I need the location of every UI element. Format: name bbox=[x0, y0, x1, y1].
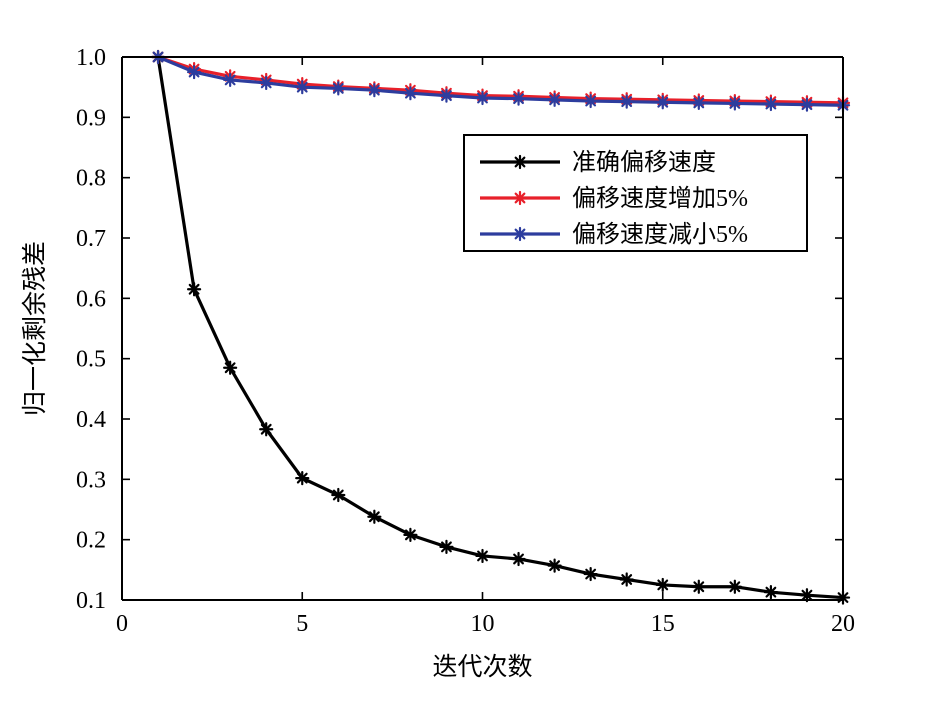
y-tick-label-0-8: 0.8 bbox=[76, 166, 106, 192]
x-axis-label: 迭代次数 bbox=[432, 653, 532, 681]
series-3-point-3 bbox=[223, 72, 238, 88]
series-1-point-4 bbox=[259, 422, 274, 437]
series-3-point-10 bbox=[475, 90, 490, 106]
legend-marker-1 bbox=[512, 154, 528, 170]
series-1-point-2 bbox=[187, 282, 202, 297]
series-3-point-4 bbox=[259, 75, 274, 91]
legend-item-3: 偏移速度减小5% bbox=[480, 221, 748, 248]
x-tick-label-15: 15 bbox=[651, 611, 675, 637]
legend-marker-3 bbox=[512, 226, 528, 242]
series-1-point-5 bbox=[295, 471, 310, 486]
series-1-point-8 bbox=[403, 527, 418, 542]
legend-label-1: 准确偏移速度 bbox=[572, 149, 716, 176]
series-3-point-11 bbox=[511, 91, 526, 106]
y-tick-label-0-4: 0.4 bbox=[76, 407, 106, 433]
series-3-point-17 bbox=[727, 96, 742, 111]
series-3-point-9 bbox=[439, 88, 454, 103]
y-tick-label-0-3: 0.3 bbox=[76, 467, 106, 493]
y-tick-label-0-5: 0.5 bbox=[76, 347, 106, 373]
legend-item-2: 偏移速度增加5% bbox=[480, 185, 748, 212]
legend-label-2: 偏移速度增加5% bbox=[572, 185, 748, 212]
y-tick-label-0-7: 0.7 bbox=[76, 226, 106, 252]
series-3-point-13 bbox=[583, 93, 598, 109]
y-tick-label-1-0: 1.0 bbox=[76, 45, 106, 71]
series-3-point-12 bbox=[547, 92, 562, 107]
legend-item-1: 准确偏移速度 bbox=[480, 149, 716, 176]
x-tick-label-5: 5 bbox=[296, 611, 308, 637]
x-tick-label-10: 10 bbox=[471, 611, 495, 637]
x-ticks: 0 5 10 15 20 bbox=[116, 57, 855, 637]
y-axis-label: 归一化剩余残差 bbox=[21, 241, 49, 416]
y-tick-label-0-1: 0.1 bbox=[76, 588, 106, 614]
series-3-point-15 bbox=[655, 95, 670, 110]
series-1-point-17 bbox=[727, 579, 742, 594]
series-1-point-10 bbox=[475, 548, 490, 564]
series-3-point-5 bbox=[295, 80, 310, 95]
series-3-point-8 bbox=[403, 86, 418, 101]
series-3-point-7 bbox=[367, 83, 382, 98]
series-3-point-14 bbox=[619, 94, 634, 109]
series-3-point-18 bbox=[763, 96, 779, 112]
y-tick-label-0-9: 0.9 bbox=[76, 105, 106, 131]
series-3-point-19 bbox=[799, 97, 815, 112]
series-1-point-11 bbox=[511, 551, 526, 567]
legend-label-3: 偏移速度减小5% bbox=[572, 221, 748, 248]
series-1-point-16 bbox=[691, 579, 706, 594]
series-1-point-18 bbox=[763, 585, 779, 600]
series-3 bbox=[150, 49, 851, 113]
y-tick-label-0-6: 0.6 bbox=[76, 286, 106, 312]
series-1-point-14 bbox=[619, 572, 634, 587]
series-3-point-16 bbox=[691, 95, 706, 110]
series-1-point-13 bbox=[583, 566, 598, 582]
x-tick-label-0: 0 bbox=[116, 611, 128, 637]
series-3-point-2 bbox=[187, 64, 202, 80]
series-1-point-7 bbox=[367, 509, 382, 524]
series-1-point-9 bbox=[439, 539, 454, 555]
series-1-point-3 bbox=[223, 360, 238, 375]
series-1-point-6 bbox=[331, 487, 346, 503]
x-tick-label-20: 20 bbox=[831, 611, 855, 637]
legend-marker-2 bbox=[512, 190, 528, 206]
series-1-point-15 bbox=[655, 577, 670, 593]
series-layer bbox=[150, 49, 851, 605]
series-1-point-12 bbox=[547, 558, 562, 573]
series-3-point-6 bbox=[331, 81, 346, 96]
y-ticks: 0.1 0.2 0.3 0.4 0.5 0.6 0.7 0.8 0.9 1.0 bbox=[76, 45, 843, 614]
y-tick-label-0-2: 0.2 bbox=[76, 528, 106, 554]
